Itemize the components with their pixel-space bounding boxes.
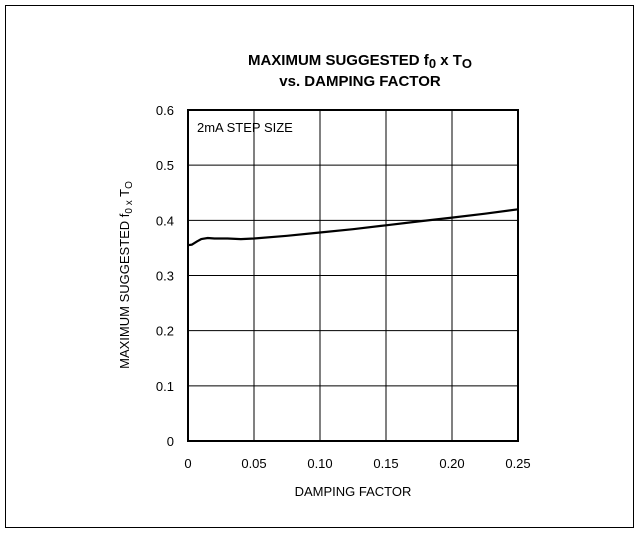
y-tick-label: 0.4 [156, 213, 174, 228]
y-tick-label: 0.1 [156, 379, 174, 394]
x-axis-label: DAMPING FACTOR [295, 484, 412, 499]
x-tick-label: 0.10 [307, 456, 332, 471]
chart-title-line2: vs. DAMPING FACTOR [279, 73, 441, 90]
step-size-annotation: 2mA STEP SIZE [197, 120, 293, 135]
y-tick-label: 0.5 [156, 158, 174, 173]
chart-title-line1: MAXIMUM SUGGESTED f0 x TO [248, 52, 472, 71]
y-tick-label: 0.3 [156, 269, 174, 284]
x-tick-labels: 0 0.05 0.10 0.15 0.20 0.25 [184, 456, 530, 471]
grid-lines [187, 109, 519, 442]
series-line [187, 208, 519, 247]
y-tick-labels: 0 0.1 0.2 0.3 0.4 0.5 0.6 [156, 103, 174, 449]
y-tick-label: 0.6 [156, 103, 174, 118]
plot-area-border [187, 109, 519, 442]
y-axis-label: MAXIMUM SUGGESTED f0 x TO [117, 181, 135, 369]
x-tick-label: 0.25 [505, 456, 530, 471]
x-tick-label: 0.05 [241, 456, 266, 471]
y-tick-label: 0 [167, 434, 174, 449]
x-tick-label: 0.20 [439, 456, 464, 471]
chart-frame [5, 5, 634, 528]
x-tick-label: 0 [184, 456, 191, 471]
x-tick-label: 0.15 [373, 456, 398, 471]
y-tick-label: 0.2 [156, 324, 174, 339]
data-series-group [187, 208, 519, 247]
